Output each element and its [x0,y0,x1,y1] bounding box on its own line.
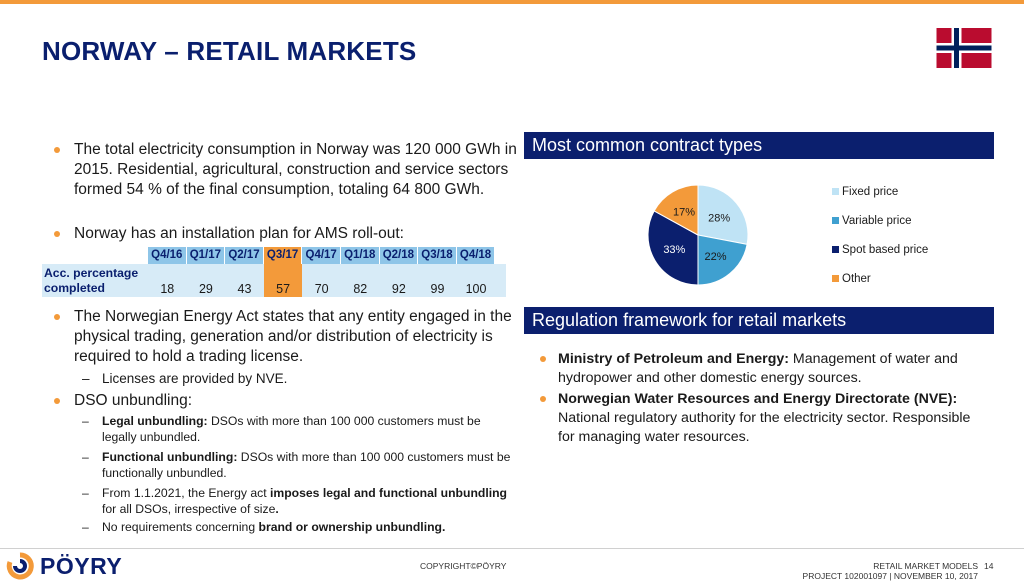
pie-slice-label: 22% [705,251,727,263]
bullet-energy-act: The Norwegian Energy Act states that any… [52,307,534,367]
footer-doc-title: RETAIL MARKET MODELS [873,561,978,571]
ams-table-row: Acc. percentage completed 18 29 43 57 70… [42,264,506,297]
bullet-consumption: The total electricity consumption in Nor… [52,140,534,200]
ams-value: 29 [198,282,213,296]
pie-slice-other [653,184,699,236]
legend-item: Other [832,273,871,285]
regulation-heading: Regulation framework for retail markets [524,307,994,334]
quarter-header: Q3/18 [418,247,457,264]
pie-slice-label: 33% [663,244,685,256]
ams-table-header: Q4/16 Q1/17 Q2/17 Q3/17 Q4/17 Q1/18 Q2/1… [148,247,496,264]
quarter-header: Q2/17 [225,247,264,264]
ams-value: 70 [314,282,329,296]
sub-bullet-bold: brand or ownership unbundling. [258,520,446,534]
sub-bullet-text: From 1.1.2021, the Energy act [102,486,271,500]
quarter-header: Q1/18 [340,247,380,264]
sub-bullet-text: for all DSOs, irrespective of size [102,502,276,516]
bullet-dso-unbundling: DSO unbundling: [52,391,534,411]
sub-bullet-legal-unbundling: Legal unbundling: DSOs with more than 10… [82,413,512,445]
legend-item: Spot based price [832,244,928,256]
sub-bullet-no-requirements: No requirements concerning brand or owne… [82,519,512,535]
footer-project: PROJECT 102001097 | NOVEMBER 10, 2017 [802,571,978,581]
pie-slice-label: 17% [673,206,695,218]
legend-swatch [832,275,839,283]
quarter-header-highlighted: Q3/17 [263,247,303,264]
norway-flag-icon [936,28,992,68]
ams-row-label: Acc. percentage completed [44,266,139,295]
logo-text: PÖYRY [40,552,123,579]
pie-slice-variable-price [697,234,748,286]
regulation-text: Management of water and hydropower and o… [558,351,958,386]
regulation-bullet-nve: Norwegian Water Resources and Energy Dir… [538,390,983,447]
pie-slice-label: 28% [708,212,730,224]
ams-value: 18 [160,282,175,296]
contracts-heading: Most common contract types [524,132,994,159]
legend-label: Other [842,273,871,285]
sub-bullet-text: No requirements concerning [102,520,259,534]
sub-bullet-text: DSOs with more than 100 000 customers mu… [102,414,481,444]
pie-slice-fixed-price [697,184,749,245]
bullet-ams-plan: Norway has an installation plan for AMS … [52,224,534,244]
legend-swatch [832,217,839,225]
legend-swatch [832,246,839,254]
quarter-header: Q2/18 [379,247,419,264]
regulation-bold: Ministry of Petroleum and Energy: [558,351,789,367]
sub-bullet-bold: Functional unbundling: [102,450,238,464]
page-title: NORWAY – RETAIL MARKETS [42,36,417,66]
sub-bullet-bold: Legal unbundling: [102,414,208,428]
sub-bullet-functional-unbundling: Functional unbundling: DSOs with more th… [82,449,512,481]
ams-value: 82 [353,282,368,296]
sub-bullet-licenses: Licenses are provided by NVE. [82,371,512,387]
legend-item: Variable price [832,215,911,227]
pie-slice-spot-based-price [647,210,699,286]
regulation-bullet-ministry: Ministry of Petroleum and Energy: Manage… [538,350,983,388]
poyry-logo: PÖYRY [6,552,122,580]
quarter-header: Q4/18 [456,247,496,264]
regulation-text: National regulatory authority for the el… [558,410,971,445]
legend-label: Fixed price [842,186,899,198]
page-number: 14 [984,561,994,571]
ams-value: 100 [465,282,487,296]
footer-divider [0,548,1024,549]
sub-bullet-bold: imposes legal and functional unbundling [270,486,507,500]
copyright: COPYRIGHT©PÖYRY [420,561,507,571]
quarter-header: Q4/17 [302,247,341,264]
sub-bullet-text: DSOs with more than 100 000 customers mu… [102,450,511,480]
legend-item: Fixed price [832,186,898,198]
sub-bullet-bold: . [275,502,279,516]
ams-value: 92 [391,282,406,296]
legend-swatch [832,188,839,196]
contract-types-pie-chart: 28% 22% 33% 17% [647,184,749,286]
quarter-header: Q4/16 [148,247,187,264]
sub-bullet-2021-act: From 1.1.2021, the Energy act imposes le… [82,485,512,517]
ams-value: 43 [237,282,252,296]
quarter-header: Q1/17 [186,247,226,264]
ams-value-highlighted: 57 [263,264,303,297]
legend-label: Spot based price [842,244,929,256]
regulation-bold: Norwegian Water Resources and Energy Dir… [558,391,958,407]
top-accent-line [0,0,1024,4]
poyry-logo-icon [6,552,34,580]
footer-doc-info: RETAIL MARKET MODELS PROJECT 102001097 |… [803,561,978,581]
ams-value: 99 [430,282,445,296]
legend-label: Variable price [842,215,912,227]
